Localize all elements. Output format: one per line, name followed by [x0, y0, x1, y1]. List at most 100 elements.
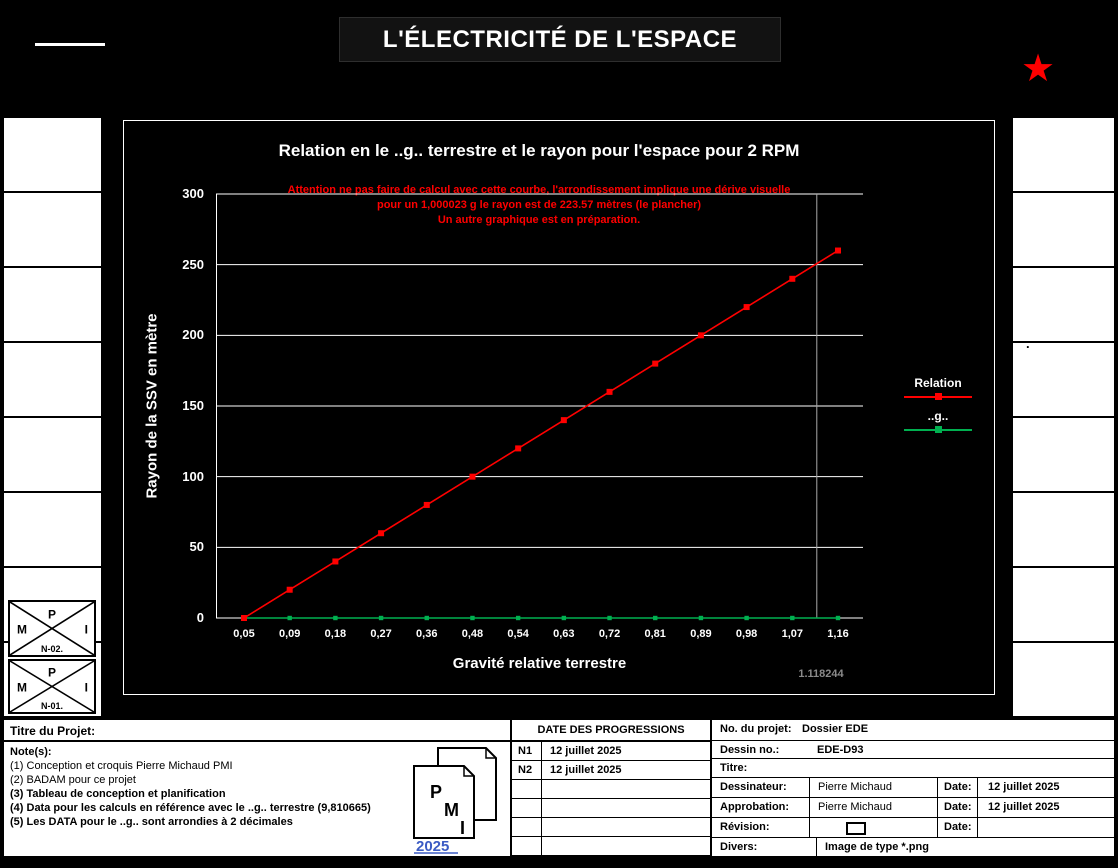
margin-cell — [4, 118, 101, 193]
legend-marker-icon — [934, 393, 942, 400]
notes: Note(s): (1) Conception et croquis Pierr… — [4, 742, 510, 829]
chart-legend: Relation ..g.. — [894, 376, 982, 439]
project-info-table: No. du projet: Dossier EDE Dessin no.: E… — [710, 720, 1114, 856]
margin-cell — [4, 418, 101, 493]
marker — [698, 615, 704, 621]
right-margin-grid — [1013, 118, 1114, 718]
marker — [515, 615, 521, 621]
notes-heading: Note(s): — [10, 746, 52, 758]
legend-label-g: ..g.. — [927, 409, 949, 423]
titre-du-projet-label: Titre du Projet: — [4, 720, 510, 742]
marker — [470, 615, 475, 621]
margin-cell — [4, 493, 101, 568]
marker — [424, 615, 429, 621]
marker — [333, 615, 338, 621]
pmi-stamp-n01: P M I N-01. — [8, 659, 96, 714]
svg-text:I: I — [85, 681, 88, 695]
marker — [378, 530, 385, 537]
approval-name: Pierre Michaud — [809, 798, 937, 817]
marker — [378, 615, 384, 621]
legend-swatch-relation — [904, 391, 972, 404]
pmi-stamp-graphic: P M I N-02. — [10, 602, 94, 655]
approval-row: Approbation: Pierre Michaud Date: 12 jui… — [712, 798, 1114, 818]
chart: Relation en le ..g.. terrestre et le ray… — [123, 120, 995, 695]
plot-canvas — [216, 193, 863, 621]
svg-text:N-02.: N-02. — [41, 644, 63, 654]
marker — [287, 615, 292, 621]
series-relation — [243, 249, 839, 619]
x-tick-label: 0,05 — [233, 628, 255, 640]
marker — [835, 247, 841, 254]
svg-text:I: I — [85, 622, 88, 636]
margin-cell — [1013, 193, 1114, 268]
drawing-number-row: Dessin no.: EDE-D93 — [712, 741, 1114, 759]
pmi-2025-logo: P M I 2025 — [408, 746, 502, 854]
svg-text:M: M — [17, 622, 27, 636]
pmi-stamp-n02: P M I N-02. — [8, 600, 96, 657]
date-row-empty — [512, 837, 710, 856]
misc-label: Divers: — [720, 841, 758, 853]
draftsman-date: 12 juillet 2025 — [977, 778, 1114, 797]
marker — [241, 615, 247, 621]
marker — [653, 615, 658, 621]
footer-left: Titre du Projet: Note(s): (1) Conception… — [4, 720, 510, 856]
date-row-id: N2 — [512, 761, 542, 779]
y-tick-label: 50 — [189, 539, 204, 555]
marker — [607, 615, 612, 621]
legend-swatch-g — [904, 424, 972, 437]
x-tick-label: 0,98 — [735, 628, 758, 640]
margin-cell — [4, 268, 101, 343]
x-tick-label: 0,36 — [416, 628, 438, 640]
marker — [606, 388, 613, 395]
x-tick-label: 0,18 — [324, 628, 347, 640]
project-number-row: No. du projet: Dossier EDE — [712, 720, 1114, 741]
dates-table-header: DATE DES PROGRESSIONS — [512, 720, 710, 742]
drawing-number-label: Dessin no.: — [720, 744, 780, 756]
header-dash — [35, 43, 105, 46]
draftsman-label: Dessinateur: — [720, 781, 787, 793]
svg-text:P: P — [48, 607, 56, 621]
date-row-n1: N1 12 juillet 2025 — [512, 742, 710, 761]
margin-cell — [4, 193, 101, 268]
svg-text:2025: 2025 — [416, 838, 449, 854]
plot-area — [216, 193, 863, 621]
title-backdrop: L'ÉLECTRICITÉ DE L'ESPACE — [339, 17, 781, 62]
y-tick-label: 250 — [182, 256, 204, 272]
date-row-value: 12 juillet 2025 — [550, 745, 622, 757]
marker — [423, 501, 430, 508]
misc-value: Image de type *.png — [816, 838, 1114, 856]
drawing-number-value: EDE-D93 — [817, 744, 864, 756]
pmi-documents-icon: P M I 2025 — [413, 747, 497, 854]
warning-line-2: pour un 1,000023 g le rayon est de 223.5… — [376, 199, 702, 211]
revision-row: Révision: Date: — [712, 818, 1114, 838]
date-row-empty — [512, 799, 710, 818]
margin-cell — [1013, 418, 1114, 493]
margin-cell — [1013, 643, 1114, 718]
progress-dates-table: DATE DES PROGRESSIONS N1 12 juillet 2025… — [510, 720, 710, 856]
draftsman-row: Dessinateur: Pierre Michaud Date: 12 jui… — [712, 778, 1114, 798]
svg-text:P: P — [430, 782, 442, 802]
note-4: (4) Data pour les calculs en référence a… — [10, 802, 371, 814]
project-number-label: No. du projet: — [720, 723, 792, 735]
legend-marker-icon — [934, 426, 942, 433]
svg-text:N-01.: N-01. — [41, 701, 63, 711]
note-5: (5) Les DATA pour le ..g.. sont arrondie… — [10, 816, 293, 828]
x-tick-label: 1,07 — [781, 628, 803, 640]
warning-line-3: Un autre graphique est en préparation. — [437, 214, 641, 226]
warning-line-1: Attention ne pas faire de calcul avec ce… — [287, 184, 791, 196]
project-number-value: Dossier EDE — [802, 723, 869, 735]
y-tick-label: 150 — [182, 398, 204, 413]
y-tick-label: 100 — [182, 468, 204, 484]
margin-cell — [1013, 343, 1114, 418]
page-title: L'ÉLECTRICITÉ DE L'ESPACE — [382, 25, 738, 53]
revision-label: Révision: — [720, 821, 770, 833]
y-tick-label: 200 — [182, 327, 204, 343]
marker — [560, 417, 567, 424]
margin-cell — [1013, 493, 1114, 568]
y-tick-label: 300 — [182, 186, 204, 201]
pmi-stamp-graphic: P M I N-01. — [10, 661, 94, 712]
legend-label-relation: Relation — [914, 376, 962, 390]
date-row-value: 12 juillet 2025 — [550, 764, 622, 776]
marker — [561, 615, 567, 621]
x-axis-ticks: 0,05 0,09 0,18 0,27 0,36 0,48 0,54 0,63 0,72 0,81… — [216, 628, 863, 644]
